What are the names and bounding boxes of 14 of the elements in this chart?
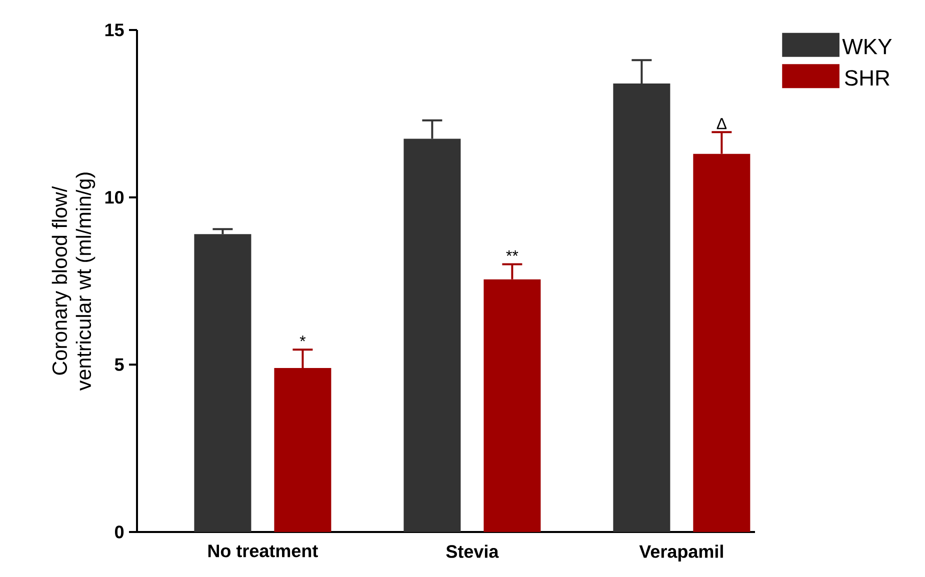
y-tick-label: 0 [114,526,124,538]
y-tick-label: 5 [114,358,124,371]
annotation: * [300,336,306,342]
legend-label: SHR [844,70,890,86]
y-tick-label: 15 [105,24,124,36]
bar [194,234,252,532]
legend-label: WKY [842,39,892,54]
y-axis-title: Coronary blood flow/ ventricular wt (ml/min/g) [52,172,96,391]
x-tick-label: No treatment [208,544,318,558]
x-tick-label: Verapamil [639,544,723,562]
annotation: Δ [716,118,727,130]
annotation: ** [506,250,518,256]
y-tick-label: 10 [105,190,124,204]
x-tick-label: Stevia [446,544,499,558]
